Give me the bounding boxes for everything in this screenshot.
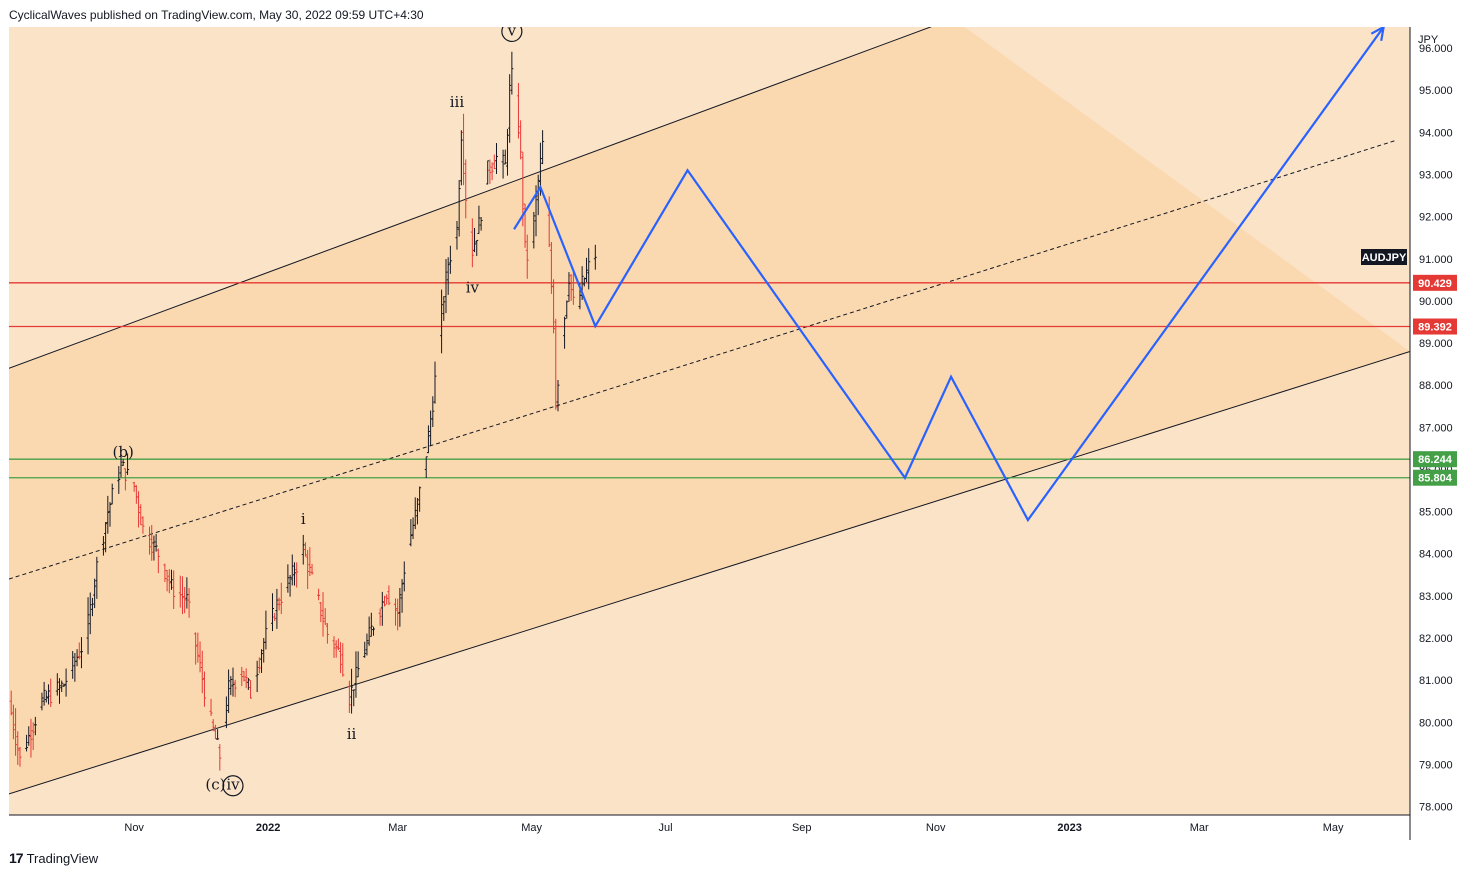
price-tick-label: 82.000 [1419,633,1453,645]
wave-label: iv [466,278,480,296]
price-tick-label: 81.000 [1419,675,1453,687]
wave-label: (c) [205,776,225,794]
price-level-tag[interactable] [1413,469,1457,486]
wave-label: ii [347,725,357,743]
time-tick-label: 2023 [1057,822,1081,834]
price-tick-label: 87.000 [1419,422,1453,434]
price-tick-label: 92.000 [1419,212,1453,224]
price-tick-label: 94.000 [1419,127,1453,139]
price-level-tag-label: 90.429 [1418,278,1452,290]
price-level-tag-label: 85.804 [1418,473,1453,485]
tradingview-logo-icon: 17 [9,850,24,866]
price-tick-label: 96.000 [1419,43,1453,55]
price-level-tag-label: 89.392 [1418,322,1452,334]
price-tick-label: 95.000 [1419,85,1453,97]
time-tick-label: Nov [124,822,144,834]
price-tick-label: 84.000 [1419,549,1453,561]
chart-attribution: CyclicalWaves published on TradingView.c… [9,8,424,22]
channel-lower-line[interactable] [9,350,1410,795]
time-tick-label: Sep [792,822,812,834]
symbol-tag-label: AUDJPY [1362,252,1407,264]
wave-label: v [507,21,517,39]
price-level-tag-label: 86.244 [1418,454,1453,466]
time-tick-label: May [1323,822,1344,834]
time-tick-label: May [521,822,542,834]
time-axis[interactable]: Nov 2022 Mar May Jul Sep Nov 2023 Mar May [124,822,1344,834]
time-tick-label: 2022 [256,822,280,834]
projection-path[interactable] [513,27,1385,523]
time-tick-label: Mar [388,822,407,834]
channel-upper-line[interactable] [9,19,953,369]
time-tick-label: Mar [1190,822,1209,834]
wave-label: i [301,510,306,528]
time-tick-label: Nov [926,822,946,834]
brand-footer[interactable]: 17 TradingView [9,850,98,866]
price-tick-label: 88.000 [1419,380,1453,392]
projection-arrow-icon [1370,27,1385,41]
price-tick-label: 85.000 [1419,507,1453,519]
price-tick-label: 80.000 [1419,717,1453,729]
price-tick-label: 79.000 [1419,759,1453,771]
price-tick-label: 89.000 [1419,338,1453,350]
time-tick-label: Jul [659,822,673,834]
wave-label-circle [501,27,523,43]
wave-label-circle [222,775,244,797]
price-level-tag[interactable] [1413,318,1457,335]
wave-label: (b) [113,443,134,461]
price-tick-label: 83.000 [1419,591,1453,603]
price-tick-label: 78.000 [1419,802,1453,814]
price-axis[interactable]: 96.000 95.000 94.000 93.000 92.000 91.000 90.0… [1419,43,1453,814]
wave-label: iii [450,93,465,111]
channel-median-line[interactable] [9,140,1395,580]
price-level-tag[interactable] [1413,274,1457,291]
price-tick-label: 90.000 [1419,296,1453,308]
price-tick-label: 91.000 [1419,254,1453,266]
price-tick-label: 93.000 [1419,169,1453,181]
currency-label: JPY [1418,34,1439,46]
wave-label: iv [226,776,240,794]
symbol-tag[interactable] [1361,249,1407,265]
price-level-tag[interactable] [1413,451,1457,468]
channel-band [9,27,1410,794]
price-bars[interactable] [9,51,597,771]
brand-name: TradingView [26,850,99,866]
